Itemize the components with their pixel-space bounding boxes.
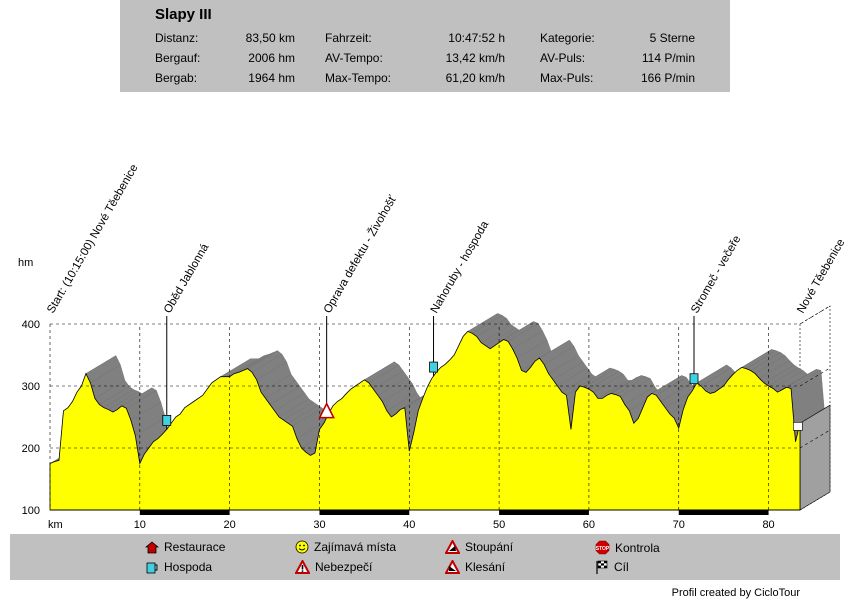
warning-icon — [295, 560, 310, 574]
stop-icon: STOP — [595, 540, 610, 555]
y-axis-label: hm — [18, 257, 33, 269]
x-tick-label: 30 — [313, 519, 325, 531]
stat-value: 1964 hm — [248, 71, 295, 85]
stat-value: 13,42 km/h — [445, 51, 505, 65]
credit-text: Profil created by CicloTour — [671, 587, 800, 599]
stat-value: 166 P/min — [640, 71, 695, 85]
stat-label: Fahrzeit: — [325, 31, 372, 45]
smiley-icon — [295, 540, 309, 554]
axis-scale-block — [319, 510, 410, 515]
legend-label: Zajímavá místa — [314, 540, 397, 554]
legend-item: Stoupání — [445, 540, 513, 554]
legend-item: Restaurace — [145, 540, 225, 554]
legend-item: STOP Kontrola — [595, 540, 660, 555]
y-tick-label: 100 — [22, 505, 40, 517]
stat-label: Kategorie: — [540, 31, 595, 45]
stats-panel: Slapy III Distanz: 83,50 km Fahrzeit: 10… — [120, 0, 730, 92]
finish-flag-icon — [596, 560, 608, 574]
x-tick-label: 80 — [762, 519, 774, 531]
y-tick-label: 400 — [22, 319, 40, 331]
y-tick-label: 300 — [22, 381, 40, 393]
stat-value: 5 Sterne — [649, 31, 695, 45]
legend-item: Klesání — [445, 560, 505, 574]
climb-icon — [445, 540, 460, 554]
annotation-label: Nahoruby - hospoda — [429, 219, 492, 316]
stat-value: 2006 hm — [248, 51, 295, 65]
legend-label: Cíl — [614, 560, 629, 574]
stat-label: AV-Tempo: — [325, 51, 383, 65]
annotation-label: Start: (10:15:00) Nové Těebenice — [45, 162, 140, 315]
annotation-label: Stromeč - večeře — [689, 234, 743, 316]
stat-label: Distanz: — [155, 31, 199, 45]
axis-scale-block — [678, 510, 769, 515]
y-tick-label: 200 — [22, 443, 40, 455]
legend-label: Kontrola — [615, 540, 660, 555]
finish-marker — [793, 422, 803, 431]
legend-item: Cíl — [595, 560, 629, 574]
end-wall — [799, 404, 831, 511]
legend-label: Klesání — [465, 560, 506, 574]
annotation-label: Oběd Jablonná — [162, 241, 212, 315]
legend-label: Hospoda — [164, 560, 213, 574]
mug-marker — [689, 373, 699, 385]
x-tick-label: 50 — [493, 519, 505, 531]
legend-item: Hospoda — [145, 560, 212, 574]
mug-body — [689, 373, 699, 385]
legend-label: Nebezpečí — [315, 560, 373, 574]
stat-label: Bergab: — [155, 71, 198, 85]
stat-label: Max-Tempo: — [325, 71, 392, 85]
legend-label: Stoupání — [465, 540, 514, 554]
stat-value: 10:47:52 h — [448, 31, 505, 45]
annotation-label: Nové Těebenice — [795, 237, 847, 315]
route-title: Slapy III — [155, 6, 212, 23]
annotation-label: Oprava defektu - Živohošť — [321, 193, 399, 316]
x-tick-label: 20 — [224, 519, 236, 531]
stat-value: 83,50 km — [245, 31, 295, 45]
mug-marker — [162, 414, 172, 426]
x-tick-label: 40 — [403, 519, 415, 531]
legend-label: Restaurace — [164, 540, 226, 554]
x-tick-label: 60 — [583, 519, 595, 531]
x-tick-label: 10 — [134, 519, 146, 531]
legend-panel: Restaurace Zajímavá místa Stoupání STOP … — [10, 534, 840, 580]
stat-value: 114 P/min — [641, 51, 695, 65]
legend-item: Zajímavá místa — [295, 540, 396, 554]
axis-scale-block — [499, 510, 589, 515]
elevation-area — [49, 330, 801, 511]
stat-label: AV-Puls: — [540, 51, 586, 65]
descent-icon — [445, 560, 460, 574]
legend-item: Nebezpečí — [295, 560, 372, 574]
axis-scale-block — [139, 510, 230, 515]
stat-value: 61,20 km/h — [445, 71, 505, 85]
warning-marker — [318, 401, 335, 419]
stat-label: Bergauf: — [155, 51, 201, 65]
mug-marker — [429, 361, 438, 373]
x-axis-label: km — [48, 519, 63, 531]
house-icon — [145, 540, 159, 553]
svg-text:STOP: STOP — [596, 546, 610, 552]
x-tick-label: 70 — [673, 519, 685, 531]
mug-body — [429, 361, 438, 373]
mug-body — [162, 414, 172, 426]
mug-icon — [146, 562, 158, 573]
stat-label: Max-Puls: — [540, 71, 594, 85]
